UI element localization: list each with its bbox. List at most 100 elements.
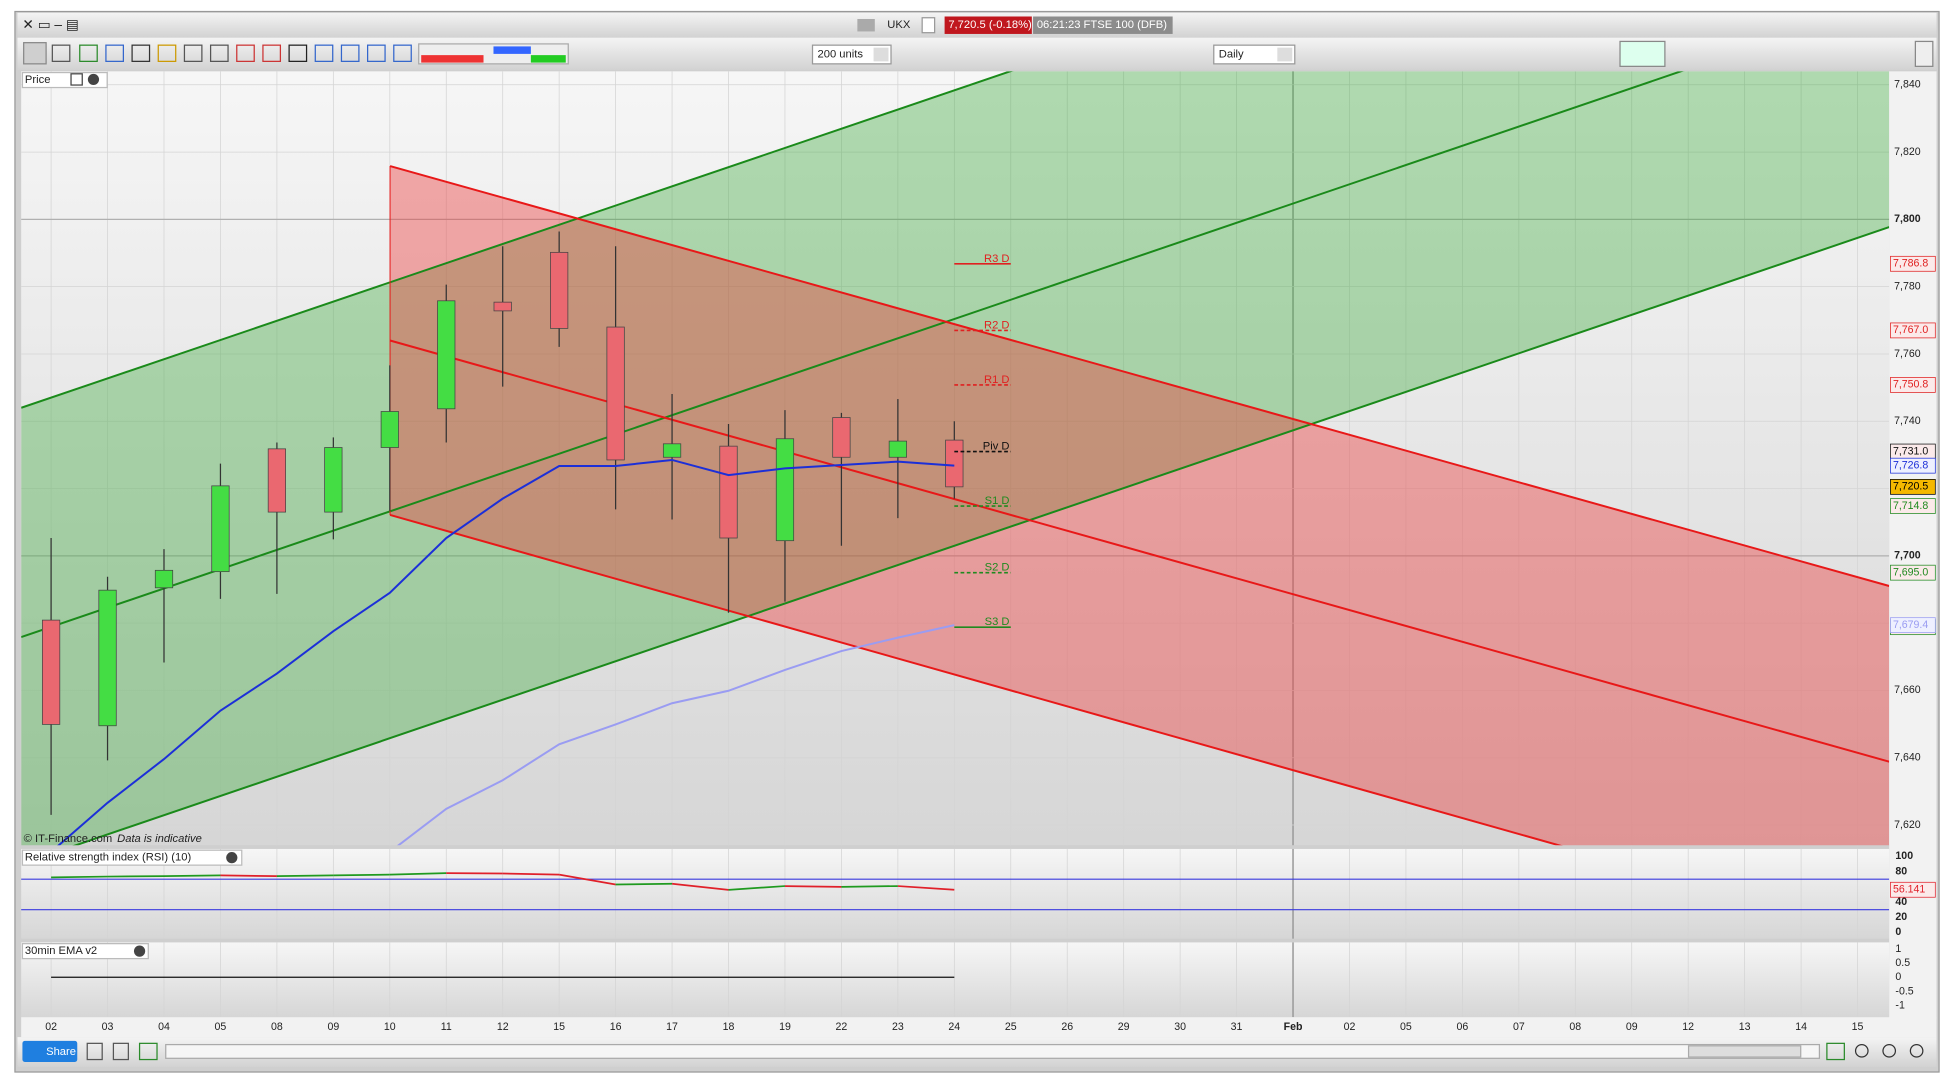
y-tick-label: 7,660 bbox=[1894, 684, 1921, 696]
rsi-tick-label: 0 bbox=[1895, 926, 1901, 938]
candle-body bbox=[380, 411, 399, 448]
tool-arrow[interactable] bbox=[288, 44, 308, 62]
zoom-area[interactable] bbox=[1854, 1043, 1869, 1058]
window-controls[interactable]: ✕ ▭ – ▤ bbox=[22, 17, 78, 32]
pivot-price-label-box bbox=[1890, 498, 1936, 514]
units-arrow[interactable] bbox=[873, 47, 889, 62]
tool-rect[interactable] bbox=[314, 44, 334, 62]
tool-fib[interactable] bbox=[105, 44, 124, 62]
rsi-segment bbox=[220, 874, 277, 878]
tool-alert[interactable] bbox=[157, 44, 177, 62]
scrollbar[interactable] bbox=[165, 1043, 1821, 1059]
tool-delete[interactable] bbox=[209, 44, 229, 62]
rsi-panel-label bbox=[21, 849, 243, 866]
refresh-button[interactable] bbox=[1914, 40, 1934, 67]
candle-body bbox=[775, 438, 795, 542]
x-tick-label: 09 bbox=[1626, 1021, 1638, 1033]
bottom-icon-2[interactable] bbox=[112, 1042, 129, 1061]
x-tick-label: 11 bbox=[441, 1021, 452, 1033]
candle-body bbox=[888, 440, 907, 458]
palette-green[interactable] bbox=[530, 55, 566, 63]
ma-price-label-box bbox=[1890, 457, 1936, 474]
green-channel-upper bbox=[21, 71, 1014, 409]
zoom-fit[interactable] bbox=[1826, 1042, 1845, 1061]
bottom-icon-1[interactable] bbox=[86, 1042, 103, 1061]
y-tick-label: 7,640 bbox=[1894, 752, 1921, 764]
x-tick-label: 15 bbox=[1852, 1021, 1864, 1033]
drawing-tools[interactable] bbox=[23, 42, 569, 65]
share-button[interactable] bbox=[22, 1040, 78, 1063]
palette-blue[interactable] bbox=[493, 46, 531, 54]
pivot-price-label: 7,731.0 bbox=[1893, 445, 1928, 457]
pivot-price-label: 7,695.0 bbox=[1893, 566, 1928, 578]
price-panel-label bbox=[21, 71, 108, 89]
ema-title: 30min EMA v2 bbox=[25, 945, 97, 957]
units-value: 200 units bbox=[817, 48, 863, 60]
x-tick-label: 23 bbox=[892, 1021, 904, 1033]
pivot-name: Piv D bbox=[983, 441, 1010, 453]
ema-tick-label: -0.5 bbox=[1895, 985, 1913, 997]
panel-maximize[interactable] bbox=[70, 73, 83, 86]
y-tick-label: 7,740 bbox=[1894, 415, 1921, 427]
candle-body bbox=[832, 417, 851, 458]
candle-body bbox=[211, 485, 230, 573]
moving-average bbox=[57, 458, 955, 846]
tool-text[interactable] bbox=[131, 44, 151, 62]
info-icon[interactable] bbox=[921, 17, 936, 34]
tool-ray[interactable] bbox=[393, 44, 412, 62]
rsi-segment bbox=[559, 873, 616, 886]
green-channel-middle bbox=[21, 71, 1684, 639]
tool-zoom[interactable] bbox=[51, 44, 71, 62]
rsi-tick-label: 80 bbox=[1895, 865, 1907, 877]
y-tick-label: 7,800 bbox=[1894, 213, 1921, 225]
last-price-label: 7,720.5 bbox=[1893, 481, 1928, 493]
tool-ellipse[interactable] bbox=[340, 44, 360, 62]
ma-price-label: 7,679.4 bbox=[1893, 619, 1928, 631]
candle-body bbox=[493, 301, 512, 312]
tool-line2[interactable] bbox=[262, 44, 282, 62]
indicator-button[interactable] bbox=[1619, 40, 1666, 67]
pivot-price-label: 7,750.8 bbox=[1893, 379, 1928, 391]
rsi-close[interactable] bbox=[226, 852, 238, 864]
x-tick-label: 24 bbox=[948, 1021, 960, 1033]
price-change: 7,720.5 (-0.18%) bbox=[948, 19, 1032, 31]
ma-price-label: 7,726.8 bbox=[1893, 459, 1928, 471]
units-select[interactable] bbox=[811, 44, 892, 65]
bottom-icon-3[interactable] bbox=[138, 1042, 158, 1061]
palette-red[interactable] bbox=[421, 55, 484, 63]
red-channel-middle bbox=[389, 339, 1890, 763]
zoom-out[interactable] bbox=[1882, 1043, 1897, 1058]
panel-close[interactable] bbox=[87, 73, 100, 86]
candle-body bbox=[98, 589, 117, 727]
period-arrow[interactable] bbox=[1277, 47, 1293, 62]
tool-trend[interactable] bbox=[79, 44, 98, 62]
tool-settings[interactable] bbox=[183, 44, 203, 62]
tool-hline[interactable] bbox=[366, 44, 386, 62]
tool-line[interactable] bbox=[236, 44, 255, 62]
pivot-name: S2 D bbox=[985, 562, 1010, 574]
pivot-name: R2 D bbox=[984, 319, 1010, 331]
rsi-title: Relative strength index (RSI) (10) bbox=[25, 852, 192, 864]
ema-tick-label: 0 bbox=[1895, 971, 1901, 983]
ema-close[interactable] bbox=[133, 945, 146, 957]
scroll-thumb[interactable] bbox=[1687, 1045, 1802, 1058]
period-select[interactable] bbox=[1213, 44, 1296, 65]
red-channel-fill bbox=[390, 166, 1890, 846]
zoom-in[interactable] bbox=[1909, 1043, 1924, 1058]
x-tick-label: 07 bbox=[1513, 1021, 1525, 1033]
ema-tick-label: -1 bbox=[1895, 999, 1905, 1011]
rsi-tick-label: 100 bbox=[1895, 850, 1913, 862]
x-tick-label: 09 bbox=[327, 1021, 339, 1033]
ema-panel bbox=[21, 942, 1890, 1018]
x-tick-label: Feb bbox=[1284, 1021, 1303, 1033]
tool-pointer[interactable] bbox=[23, 42, 47, 65]
rsi-segment bbox=[728, 885, 786, 891]
candle-body bbox=[945, 439, 964, 488]
x-tick-label: 03 bbox=[102, 1021, 114, 1033]
x-tick-label: 31 bbox=[1231, 1021, 1243, 1033]
y-tick-label: 7,620 bbox=[1894, 819, 1921, 831]
candle-body bbox=[154, 569, 174, 589]
x-tick-label: 12 bbox=[1682, 1021, 1694, 1033]
x-tick-label: 25 bbox=[1005, 1021, 1017, 1033]
